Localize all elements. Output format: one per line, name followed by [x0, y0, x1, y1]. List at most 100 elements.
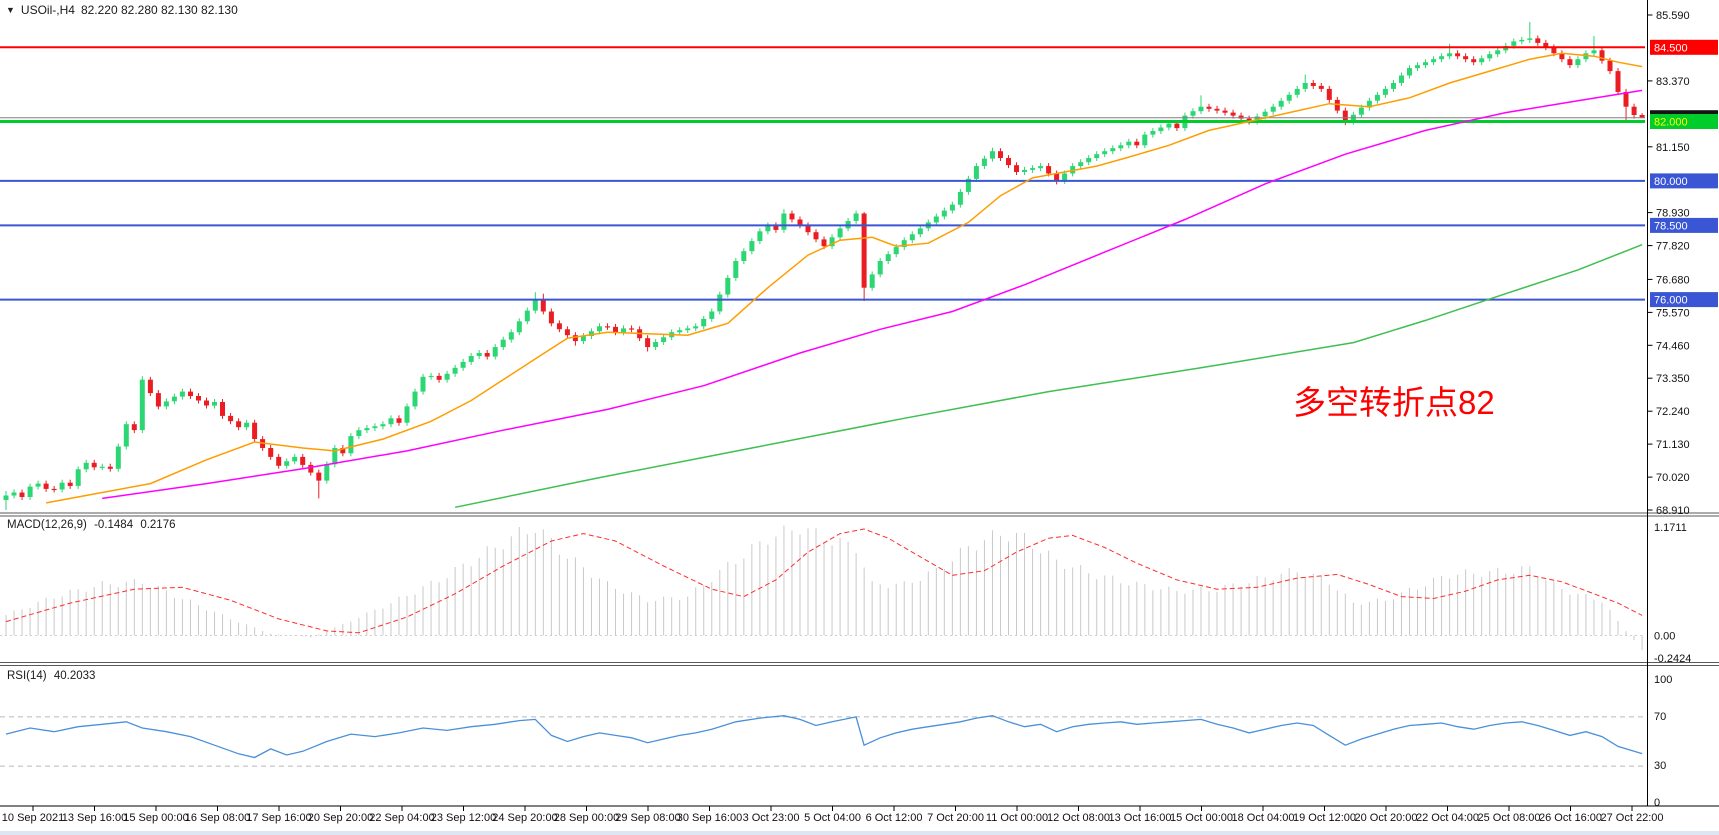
ma-mid-line — [102, 89, 1643, 500]
candle-body — [1527, 38, 1533, 40]
candle-body — [1222, 110, 1228, 113]
candle-body — [885, 254, 891, 261]
rsi-indicator-label: RSI(14) 40.2033 — [7, 670, 99, 682]
candle-body — [837, 228, 843, 238]
price-level-badge-label: 76.000 — [1654, 295, 1688, 307]
candle-body — [508, 332, 514, 340]
candle-body — [356, 430, 362, 437]
price-level-badge-label: 80.000 — [1654, 176, 1688, 188]
price-tick-label: 68.910 — [1656, 505, 1690, 517]
candle-body — [1198, 106, 1204, 112]
candle-body — [1126, 141, 1132, 146]
candle-body — [1447, 53, 1453, 57]
candle-body — [179, 391, 185, 397]
candle-body — [1206, 106, 1212, 109]
candle-body — [83, 462, 89, 470]
time-axis-label: 18 Oct 04:00 — [1232, 812, 1295, 824]
candle-body — [1519, 39, 1525, 42]
candle-body — [1166, 123, 1172, 128]
ma-fast-line — [45, 52, 1643, 504]
candle-body — [869, 274, 875, 288]
candle-body — [436, 375, 442, 380]
candle-body — [188, 391, 193, 397]
time-axis-label: 29 Sep 08:00 — [615, 812, 680, 824]
candle-body — [709, 311, 715, 319]
candle-body — [749, 241, 755, 252]
candle-body — [1262, 111, 1268, 117]
candle-body — [1487, 54, 1493, 59]
time-axis-label: 26 Oct 16:00 — [1539, 812, 1602, 824]
candle-body — [1110, 148, 1116, 152]
candle-body — [1471, 59, 1477, 63]
price-level-badge-label: 82.000 — [1654, 117, 1688, 129]
candle-body — [43, 483, 49, 489]
candle-body — [589, 331, 594, 336]
candle-body — [1046, 166, 1052, 174]
candle-body — [396, 418, 402, 423]
window-bottom-edge — [0, 831, 1719, 835]
candle-body — [1511, 41, 1517, 46]
candle-body — [1374, 94, 1380, 101]
time-axis-label: 10 Sep 2021 — [2, 812, 64, 824]
candle-body — [171, 396, 177, 402]
candle-body — [1062, 173, 1068, 181]
price-tick-label: 72.240 — [1656, 406, 1690, 418]
candle-body — [1014, 165, 1019, 172]
candle-body — [893, 247, 899, 255]
candle-body — [789, 213, 795, 220]
candle-body — [163, 401, 169, 407]
candle-body — [1559, 53, 1565, 60]
time-axis-label: 28 Sep 00:00 — [554, 812, 619, 824]
price-level-badge — [1650, 39, 1718, 55]
candle-body — [1535, 38, 1541, 43]
candle-body — [685, 328, 691, 331]
candle-body — [1382, 88, 1388, 95]
candle-body — [1631, 106, 1637, 115]
time-axis-label: 15 Sep 00:00 — [123, 812, 188, 824]
macd-signal-line — [5, 528, 1643, 634]
time-axis-label: 30 Sep 16:00 — [677, 812, 742, 824]
candle-body — [19, 492, 25, 497]
candle-body — [717, 294, 723, 312]
macd-value-signal: 0.2176 — [140, 519, 176, 531]
candle-body — [1423, 62, 1428, 66]
candle-body — [540, 299, 546, 312]
candle-body — [316, 472, 322, 481]
candle-body — [661, 337, 667, 342]
candle-body — [949, 204, 955, 211]
candle-body — [1158, 127, 1164, 132]
candle-body — [75, 469, 81, 486]
chart-title: ▼ USOil-,H4 82.220 82.280 82.130 82.130 — [6, 3, 238, 17]
candle-body — [973, 166, 979, 179]
candle-body — [645, 338, 651, 348]
candle-body — [1238, 115, 1244, 119]
chart-text-annotation: 多空转折点82 — [1293, 384, 1495, 421]
chart-title-symbol: USOil-,H4 — [20, 3, 75, 17]
candle-body — [805, 225, 811, 233]
price-tick-label: 77.820 — [1656, 241, 1690, 253]
candle-body — [67, 482, 73, 486]
candle-body — [1078, 162, 1084, 167]
candle-body — [725, 277, 731, 295]
candle-body — [572, 335, 578, 342]
candle-body — [1366, 100, 1372, 108]
candle-body — [300, 456, 306, 465]
symbol-dropdown-icon[interactable]: ▼ — [6, 5, 15, 15]
candle-body — [1431, 59, 1437, 63]
macd-axis-label: -0.2424 — [1654, 653, 1691, 665]
candle-body — [1455, 53, 1461, 57]
candle-body — [364, 428, 370, 431]
price-tick-label: 76.680 — [1656, 274, 1690, 286]
candle-body — [941, 210, 947, 217]
candle-body — [139, 379, 145, 431]
candle-body — [99, 466, 105, 468]
time-axis-label: 7 Oct 20:00 — [927, 812, 984, 824]
candle-body — [861, 213, 867, 288]
candle-body — [1583, 53, 1589, 60]
macd-name: MACD(12,26,9) — [7, 519, 87, 531]
candle-body — [1310, 83, 1316, 86]
candle-body — [380, 424, 386, 427]
candle-body — [580, 336, 586, 342]
